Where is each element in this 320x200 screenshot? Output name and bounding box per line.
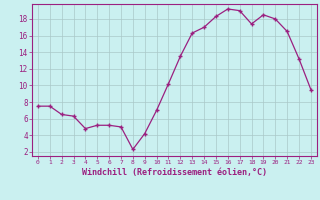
X-axis label: Windchill (Refroidissement éolien,°C): Windchill (Refroidissement éolien,°C)	[82, 168, 267, 177]
